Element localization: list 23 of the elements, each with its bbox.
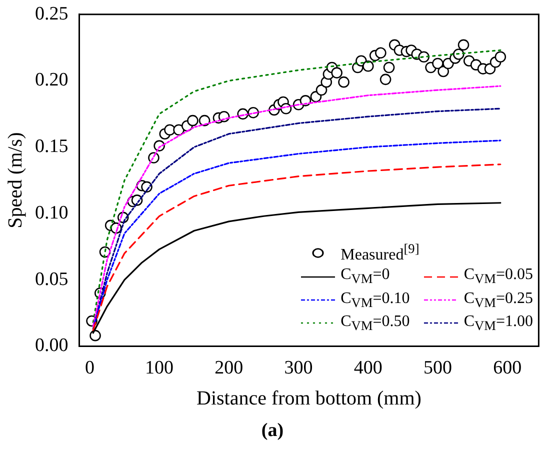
x-tick-label: 200 — [214, 358, 244, 379]
x-tick-label: 500 — [424, 358, 452, 379]
y-tick-label: 0.00 — [35, 335, 68, 356]
y-axis-title: Speed (m/s) — [4, 132, 26, 228]
x-tick-label: 400 — [354, 358, 382, 379]
y-tick-label: 0.05 — [35, 268, 68, 290]
x-tick-label: 100 — [145, 358, 174, 379]
y-tick-label: 0.15 — [35, 136, 68, 158]
x-tick-label: 300 — [284, 358, 313, 379]
y-tick-label: 0.25 — [35, 3, 68, 24]
legend-label: C$_{VM}$=0.10 — [340, 290, 410, 311]
text: (a) — [260, 420, 285, 442]
y-tick-label: 0.10 — [35, 202, 68, 224]
y-tick-label: 0.20 — [35, 70, 68, 91]
x-tick-label: 0 — [84, 358, 94, 379]
legend-label: Measured$^{[9]}$ — [340, 241, 420, 264]
legend-label: C$_{VM}$=1.00 — [464, 312, 533, 334]
x-axis-title: Distance from bottom (mm) — [196, 387, 422, 410]
legend-label: C$_{VM}$=0 — [340, 266, 390, 288]
legend-label: C$_{VM}$=0.25 — [464, 290, 533, 311]
x-tick-label: 600 — [493, 358, 522, 379]
legend-label: C$_{VM}$=0.05 — [464, 266, 533, 288]
legend-label: C$_{VM}$=0.50 — [340, 312, 410, 334]
